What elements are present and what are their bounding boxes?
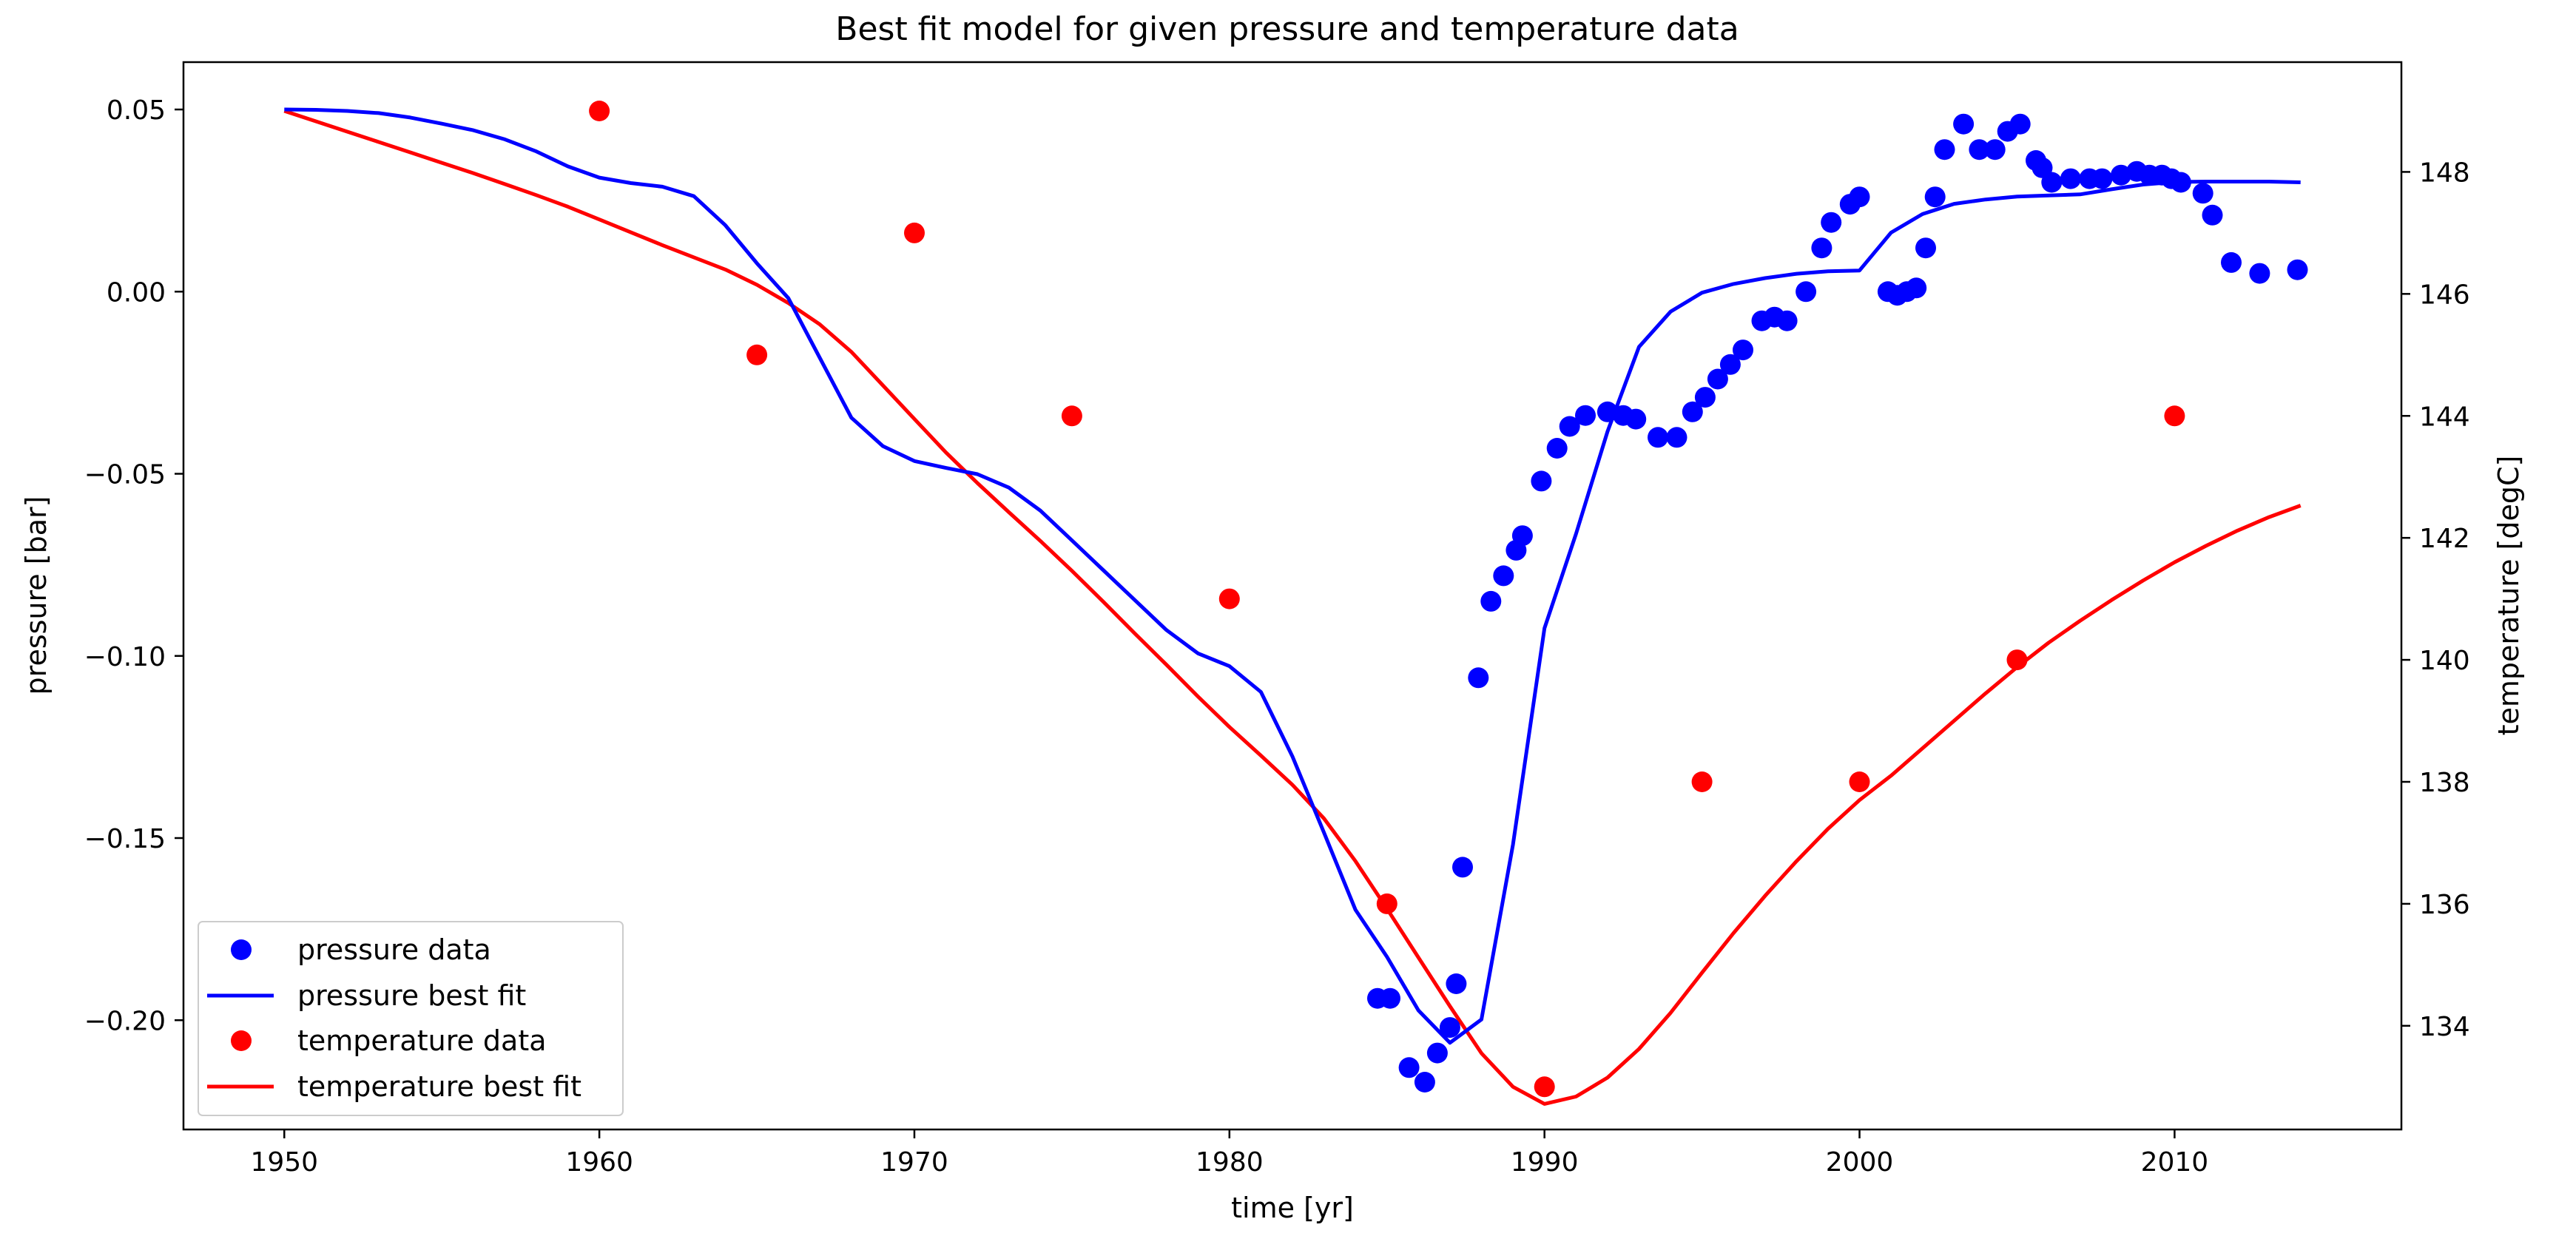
pressure-best-fit-line <box>284 107 2301 1045</box>
temperature-best-fit-line <box>283 109 2302 1106</box>
right-y-tick-label: 144 <box>2419 402 2470 432</box>
pressure-data-point <box>1776 310 1798 331</box>
left-y-tick-label: −0.20 <box>84 1006 166 1036</box>
x-tick-label: 2010 <box>2141 1147 2209 1178</box>
pressure-data-point <box>1531 470 1552 492</box>
pressure-data-point <box>1934 139 1955 161</box>
temperature-data-point <box>1534 1076 1555 1098</box>
pressure-data-point <box>1849 186 1870 208</box>
pressure-data-point <box>1625 408 1647 430</box>
temperature-data-point <box>2164 405 2185 427</box>
pressure-data-point <box>1546 438 1568 459</box>
legend-label-temperature-data: temperature data <box>297 1024 547 1057</box>
temperature-data-point <box>1376 893 1397 914</box>
pressure-data-point <box>1559 416 1580 437</box>
plot-area <box>283 101 2308 1106</box>
left-y-tick-label: −0.05 <box>84 460 166 490</box>
pressure-data-point <box>1953 113 1975 135</box>
pressure-data-point <box>2060 168 2081 189</box>
pressure-data-point <box>1575 405 1596 426</box>
right-y-tick-label: 138 <box>2419 768 2470 798</box>
pressure-data-point <box>1924 186 1946 208</box>
right-y-tick-label: 134 <box>2419 1012 2470 1042</box>
temperature-data-point <box>1691 771 1713 792</box>
pressure-data-point <box>1493 565 1514 587</box>
pressure-data-point <box>1666 427 1687 448</box>
x-tick-label: 1960 <box>565 1147 633 1178</box>
left-y-tick-label: −0.15 <box>84 824 166 854</box>
pressure-data-point <box>2170 172 2191 193</box>
pressure-data-point <box>1682 401 1703 422</box>
pressure-data-point <box>1707 368 1728 390</box>
temperature-data-point <box>1849 771 1870 792</box>
pressure-data-point <box>1380 987 1400 1009</box>
left-y-tick-label: 0.05 <box>107 95 166 126</box>
pressure-data-point <box>1811 237 1832 259</box>
pressure-data-point <box>1446 973 1467 994</box>
pressure-data-point <box>1452 857 1473 878</box>
left-y-tick-label: 0.00 <box>107 277 166 308</box>
temperature-data-point <box>1218 588 1240 609</box>
right-y-tick-label: 146 <box>2419 280 2470 310</box>
x-tick-label: 1950 <box>250 1147 318 1178</box>
pressure-data-point <box>2287 259 2308 280</box>
x-axis-label: time [yr] <box>1231 1192 1354 1224</box>
pressure-data-point <box>2111 164 2131 186</box>
pressure-data-point <box>2249 263 2270 284</box>
pressure-data-point <box>1439 1017 1460 1039</box>
x-axis: 1950 1960 1970 1980 1990 2000 2010 <box>250 1129 2208 1178</box>
right-y-tick-label: 148 <box>2419 158 2470 188</box>
pressure-data-point <box>1596 401 1618 422</box>
pressure-data-point <box>1426 1042 1448 1064</box>
pressure-data-point <box>2091 168 2113 189</box>
right-y-axis-label: temperature [degC] <box>2492 456 2525 736</box>
x-tick-label: 1990 <box>1511 1147 1579 1178</box>
pressure-data-point <box>1694 387 1716 408</box>
temperature-data-point <box>2006 649 2028 671</box>
legend-box <box>198 921 624 1116</box>
legend: pressure data pressure best fit temperat… <box>198 921 624 1116</box>
right-y-tick-label: 140 <box>2419 646 2470 676</box>
temperature-data-point <box>589 101 610 121</box>
pressure-data-point <box>2192 183 2213 204</box>
pressure-data-point <box>1984 139 2006 161</box>
pressure-data-point <box>1733 340 1753 361</box>
x-tick-label: 2000 <box>1826 1147 1894 1178</box>
right-y-tick-label: 136 <box>2419 890 2470 920</box>
temperature-data-point <box>904 222 925 243</box>
pressure-data-point <box>2041 172 2063 193</box>
pressure-data-point <box>2221 251 2242 273</box>
right-y-tick-label: 142 <box>2419 524 2470 554</box>
pressure-data-point <box>1915 237 1936 259</box>
pressure-data-point <box>1414 1072 1435 1093</box>
x-tick-label: 1980 <box>1196 1147 1264 1178</box>
pressure-data-point <box>1906 277 1927 299</box>
legend-marker-temperature-data <box>231 1030 252 1051</box>
temperature-data-point <box>746 344 768 365</box>
pressure-data-point <box>1511 525 1533 547</box>
legend-label-pressure-best-fit: pressure best fit <box>297 979 526 1012</box>
pressure-data-point <box>1796 281 1817 303</box>
pressure-data-point <box>2202 204 2223 226</box>
pressure-data-point <box>1398 1057 1420 1078</box>
chart-title: Best fit model for given pressure and te… <box>835 10 1739 48</box>
pressure-data-point <box>1969 139 1990 161</box>
left-y-axis: 0.05 0.00 −0.05 −0.10 −0.15 −0.20 <box>84 95 183 1036</box>
right-y-axis: 148 146 144 142 140 138 136 134 <box>2401 158 2470 1042</box>
legend-marker-pressure-data <box>231 939 252 960</box>
legend-label-temperature-best-fit: temperature best fit <box>297 1070 581 1103</box>
plot-frame <box>182 61 2403 1131</box>
left-y-tick-label: −0.10 <box>84 642 166 672</box>
pressure-data-point <box>1480 590 1502 612</box>
pressure-data-point <box>1648 427 1668 448</box>
pressure-data-point <box>1468 667 1489 689</box>
temperature-data-point <box>1061 405 1082 427</box>
x-tick-label: 1970 <box>880 1147 948 1178</box>
left-y-axis-label: pressure [bar] <box>20 496 53 695</box>
pressure-data-point <box>1821 212 1842 233</box>
legend-label-pressure-data: pressure data <box>297 933 491 966</box>
pressure-data-point <box>2009 113 2031 135</box>
pressure-data-point <box>1719 354 1741 375</box>
